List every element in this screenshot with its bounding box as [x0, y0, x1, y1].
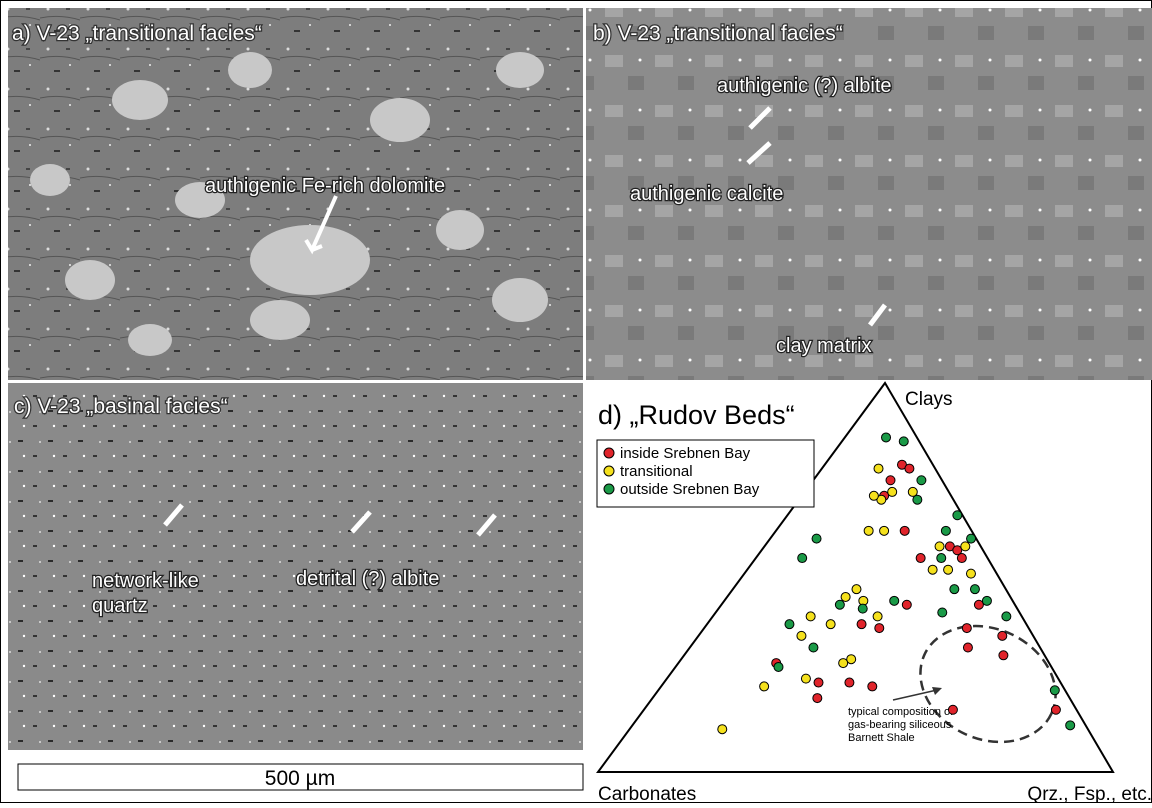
sample-point [963, 643, 972, 652]
apex-label: Qrz., Fsp., etc. [1027, 784, 1152, 803]
annotation: authigenic calcite [630, 183, 783, 205]
legend-label: transitional [620, 463, 693, 480]
annotation: authigenic (?) albite [717, 75, 892, 97]
annotation: clay matrix [776, 335, 872, 357]
sample-point [1050, 686, 1059, 695]
field-note: gas-bearing siliceous [848, 719, 952, 731]
sample-point [875, 624, 884, 633]
sample-point [868, 682, 877, 691]
sample-point [1066, 721, 1075, 730]
apex-label: Clays [905, 389, 953, 410]
sample-point [916, 554, 925, 563]
sample-point [999, 651, 1008, 660]
panel-label: c) V-23 „basinal facies“ [14, 395, 228, 418]
annotation: detrital (?) albite [296, 568, 439, 590]
sample-point [826, 620, 835, 629]
sample-point [966, 569, 975, 578]
sample-point [858, 604, 867, 613]
field-note: Barnett Shale [848, 732, 915, 744]
sample-point [1002, 612, 1011, 621]
sample-point [869, 491, 878, 500]
sample-point [806, 612, 815, 621]
sample-point [813, 694, 822, 703]
sample-point [880, 526, 889, 535]
sample-point [937, 554, 946, 563]
sample-point [948, 705, 957, 714]
legend-swatch [604, 466, 614, 476]
sample-point [835, 600, 844, 609]
sample-point [938, 608, 947, 617]
sample-point [902, 600, 911, 609]
sample-point [941, 526, 950, 535]
sample-point [899, 437, 908, 446]
legend-label: outside Srebnen Bay [620, 481, 760, 498]
legend-label: inside Srebnen Bay [620, 445, 751, 462]
sample-point [874, 464, 883, 473]
panel-label: b) V-23 „transitional facies“ [593, 22, 843, 45]
sample-point [798, 554, 807, 563]
sample-point [801, 674, 810, 683]
sample-point [967, 534, 976, 543]
sample-point [760, 682, 769, 691]
sample-point [890, 596, 899, 605]
sample-point [809, 643, 818, 652]
sample-point [873, 612, 882, 621]
sample-point [841, 592, 850, 601]
sample-point [982, 596, 991, 605]
field-note: typical composition of [848, 706, 954, 718]
sample-point [998, 631, 1007, 640]
sample-point [857, 620, 866, 629]
annotation: network-like [92, 570, 199, 592]
sample-point [917, 476, 926, 485]
apex-label: Carbonates [598, 784, 696, 803]
figure: 500 µm d) „Rudov Beds“ Clays Carbonates … [0, 0, 1152, 803]
sample-point [839, 659, 848, 668]
sample-point [962, 624, 971, 633]
sample-point [900, 526, 909, 535]
annotation: authigenic Fe-rich dolomite [205, 175, 445, 197]
sample-point [957, 554, 966, 563]
sample-point [888, 487, 897, 496]
sample-point [797, 631, 806, 640]
legend-swatch [604, 484, 614, 494]
scale-label: 500 µm [265, 767, 335, 790]
legend-swatch [604, 448, 614, 458]
sample-point [882, 433, 891, 442]
sem-image-c [8, 383, 583, 750]
sample-point [935, 542, 944, 551]
sample-point [852, 585, 861, 594]
sample-point [953, 511, 962, 520]
sample-point [812, 534, 821, 543]
sample-point [970, 585, 979, 594]
panel-label: a) V-23 „transitional facies“ [12, 22, 262, 45]
sample-point [785, 620, 794, 629]
sample-point [961, 542, 970, 551]
ternary-title: d) „Rudov Beds“ [598, 400, 795, 430]
sample-point [886, 476, 895, 485]
sample-point [1051, 705, 1060, 714]
sample-point [950, 585, 959, 594]
sample-point [718, 725, 727, 734]
sample-point [928, 565, 937, 574]
sample-point [774, 662, 783, 671]
sample-point [944, 565, 953, 574]
sample-point [814, 678, 823, 687]
sample-point [913, 495, 922, 504]
sample-point [864, 526, 873, 535]
sample-point [845, 678, 854, 687]
sample-point [905, 464, 914, 473]
annotation: quartz [92, 595, 148, 617]
